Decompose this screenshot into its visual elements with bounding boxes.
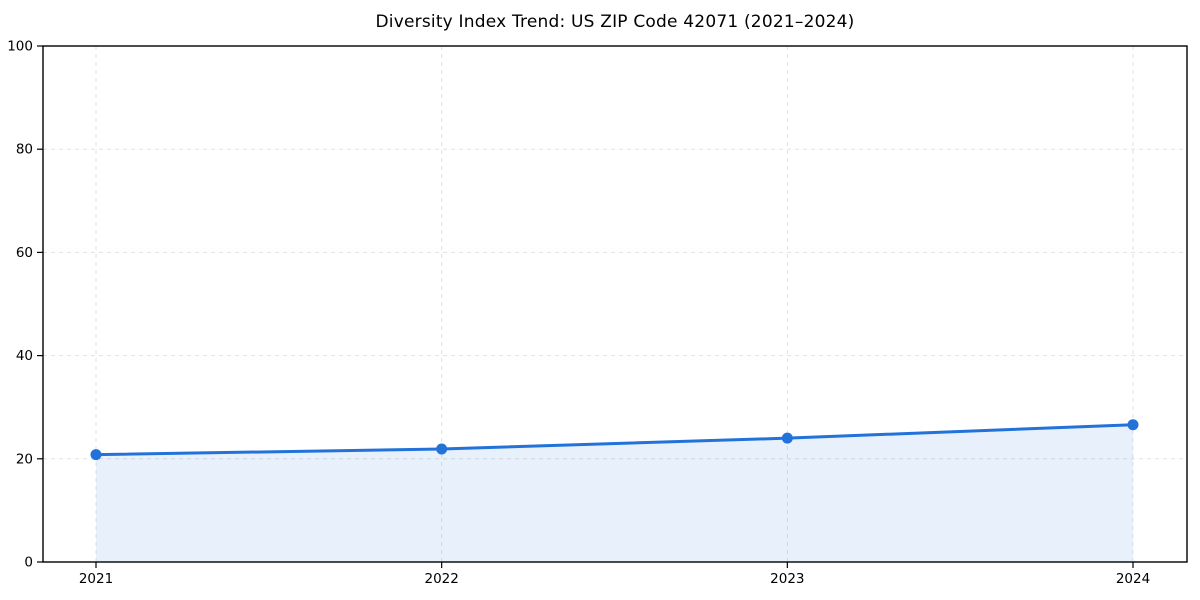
chart-title: Diversity Index Trend: US ZIP Code 42071…: [375, 12, 855, 32]
y-axis-tick-label: 0: [24, 555, 33, 571]
x-axis-tick-label: 2023: [770, 571, 804, 587]
y-axis-tick-label: 20: [16, 451, 33, 467]
data-point-marker: [90, 449, 102, 461]
x-axis-tick-label: 2022: [424, 571, 458, 587]
y-axis-tick-label: 60: [16, 245, 33, 261]
area-fill: [96, 424, 1133, 562]
y-axis-tick-label: 100: [7, 39, 33, 55]
data-point-marker: [781, 432, 793, 444]
x-axis-tick-label: 2024: [1116, 571, 1150, 587]
plot-border: [42, 45, 1188, 563]
data-point-marker: [1127, 419, 1139, 431]
trend-line: [94, 423, 1135, 457]
data-point-marker: [436, 443, 448, 455]
x-axis-tick-label: 2021: [79, 571, 113, 587]
y-axis-tick-label: 40: [16, 348, 33, 364]
y-axis-tick-label: 80: [16, 142, 33, 158]
